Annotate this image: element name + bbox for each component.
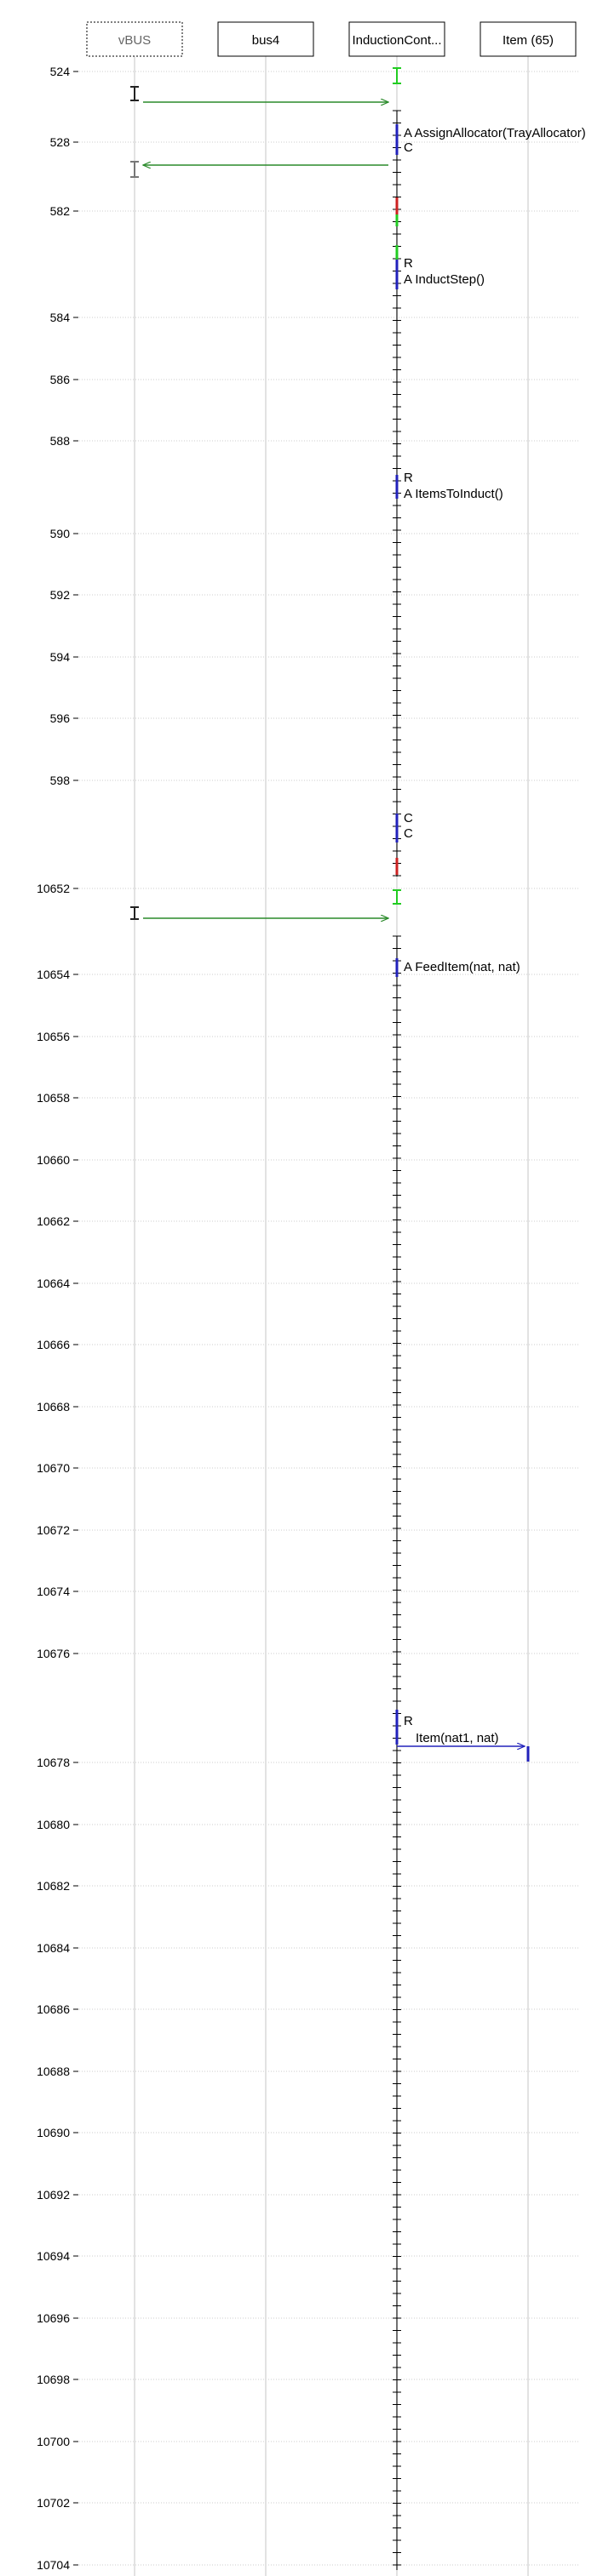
- time-label: 10678: [37, 1756, 70, 1769]
- call-annotation: A ItemsToInduct(): [404, 487, 503, 501]
- lifeline-title: InductionCont...: [352, 33, 441, 48]
- time-label: 10676: [37, 1647, 70, 1660]
- time-label: 10654: [37, 968, 70, 981]
- message-label: Item(nat1, nat): [416, 1731, 499, 1745]
- time-label: 10696: [37, 2311, 70, 2325]
- annotations: A AssignAllocator(TrayAllocator)CRA Indu…: [404, 126, 586, 1728]
- time-label: 10668: [37, 1400, 70, 1414]
- grid-lines: [77, 71, 579, 2566]
- lifeline-header[interactable]: vBUS: [86, 21, 183, 57]
- call-annotation: C: [404, 826, 413, 841]
- activation-marker: [393, 889, 401, 905]
- time-label: 584: [50, 311, 71, 324]
- lifeline-header[interactable]: Item (65): [480, 21, 577, 57]
- call-annotation: C: [404, 140, 413, 155]
- call-annotation: R: [404, 471, 413, 485]
- lifeline-header[interactable]: InductionCont...: [348, 21, 445, 57]
- time-label: 586: [50, 373, 71, 386]
- time-label: 524: [50, 65, 71, 78]
- time-label: 10680: [37, 1818, 70, 1831]
- messages: Item(nat1, nat): [143, 102, 525, 1746]
- time-label: 10658: [37, 1091, 70, 1105]
- time-label: 10672: [37, 1523, 70, 1537]
- time-label: 10660: [37, 1153, 70, 1167]
- time-label: 10688: [37, 2065, 70, 2078]
- time-label: 10674: [37, 1585, 70, 1598]
- time-label: 594: [50, 650, 71, 664]
- time-label: 10684: [37, 1941, 70, 1955]
- time-label: 582: [50, 204, 71, 218]
- time-label: 598: [50, 774, 71, 787]
- lifeline-title: Item (65): [502, 33, 554, 48]
- call-annotation: A AssignAllocator(TrayAllocator): [404, 126, 586, 140]
- time-label: 528: [50, 135, 71, 149]
- time-label: 10698: [37, 2373, 70, 2386]
- events: [130, 67, 530, 1762]
- time-label: 10690: [37, 2126, 70, 2139]
- call-annotation: C: [404, 811, 413, 825]
- lifeline-headers: vBUS bus4 InductionCont... Item (65): [86, 21, 577, 57]
- time-label: 10686: [37, 2002, 70, 2016]
- time-axis: 524 528 582 584 586 588 590 592 594 596 598 10652 10…: [37, 65, 78, 2572]
- time-label: 10662: [37, 1214, 70, 1228]
- time-label: 10704: [37, 2558, 70, 2572]
- time-label: 592: [50, 588, 71, 602]
- activation-marker: [393, 67, 401, 84]
- time-label: 10652: [37, 882, 70, 895]
- time-label: 596: [50, 711, 71, 725]
- time-label: 588: [50, 434, 71, 448]
- activation-marker: [130, 906, 139, 920]
- time-label: 10670: [37, 1461, 70, 1475]
- call-annotation: R: [404, 256, 413, 271]
- message-arrow: Item(nat1, nat): [397, 1731, 525, 1746]
- time-label: 590: [50, 527, 71, 540]
- call-annotation: A InductStep(): [404, 272, 485, 287]
- time-label: 10700: [37, 2435, 70, 2448]
- time-label: 10682: [37, 1879, 70, 1893]
- activation-marker: [130, 86, 139, 101]
- activation-marker: [130, 161, 139, 178]
- lifelines: [134, 56, 529, 2576]
- lifeline-title: vBUS: [118, 33, 151, 48]
- time-label: 10664: [37, 1277, 70, 1290]
- lifeline-header[interactable]: bus4: [217, 21, 314, 57]
- time-label: 10694: [37, 2249, 70, 2263]
- time-label: 10702: [37, 2496, 70, 2510]
- lifeline-title: bus4: [252, 33, 280, 48]
- time-label: 10666: [37, 1338, 70, 1351]
- call-annotation: R: [404, 1714, 413, 1728]
- call-annotation: A FeedItem(nat, nat): [404, 960, 520, 974]
- time-label: 10692: [37, 2188, 70, 2202]
- time-label: 10656: [37, 1030, 70, 1043]
